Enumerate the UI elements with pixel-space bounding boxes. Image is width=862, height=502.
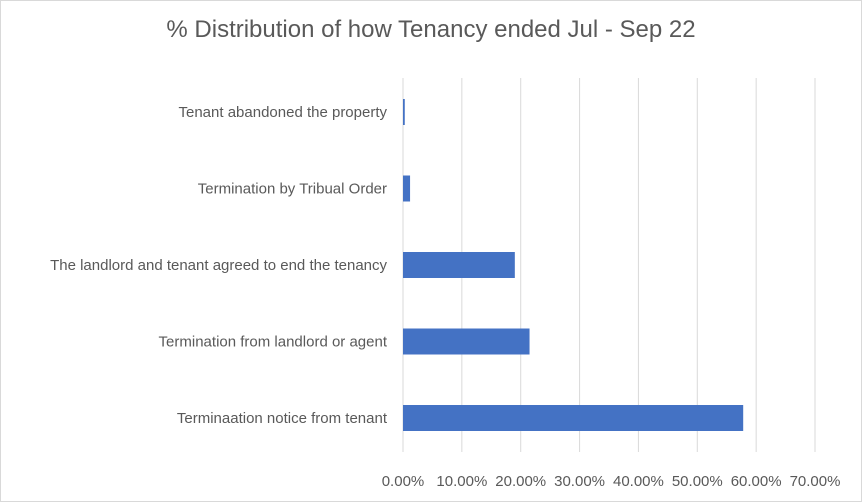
gridlines <box>402 78 816 452</box>
x-tick-label: 0.00% <box>382 473 425 490</box>
x-tick-label: 50.00% <box>672 473 723 490</box>
category-labels: Tenant abandoned the property Termination… <box>50 104 388 427</box>
x-tick-label: 70.00% <box>790 473 841 490</box>
bars <box>403 99 744 431</box>
bar <box>403 252 515 278</box>
category-label: Termination by Tribual Order <box>198 181 387 198</box>
x-tick-label: 10.00% <box>436 473 487 490</box>
category-label: Termination from landlord or agent <box>159 334 388 351</box>
x-tick-label: 20.00% <box>495 473 546 490</box>
bar <box>403 405 744 431</box>
bar <box>403 175 411 202</box>
x-tick-label: 40.00% <box>613 473 664 490</box>
category-label: Tenant abandoned the property <box>179 104 388 121</box>
chart-title: % Distribution of how Tenancy ended Jul … <box>166 16 696 43</box>
x-axis-tick-labels: 0.00% 10.00% 20.00% 30.00% 40.00% 50.00% 60.00… <box>382 473 841 490</box>
category-label: The landlord and tenant agreed to end th… <box>50 257 387 274</box>
x-tick-label: 60.00% <box>731 473 782 490</box>
bar <box>403 328 530 355</box>
category-label: Terminaation notice from tenant <box>177 410 388 427</box>
x-tick-label: 30.00% <box>554 473 605 490</box>
bar <box>403 99 405 125</box>
